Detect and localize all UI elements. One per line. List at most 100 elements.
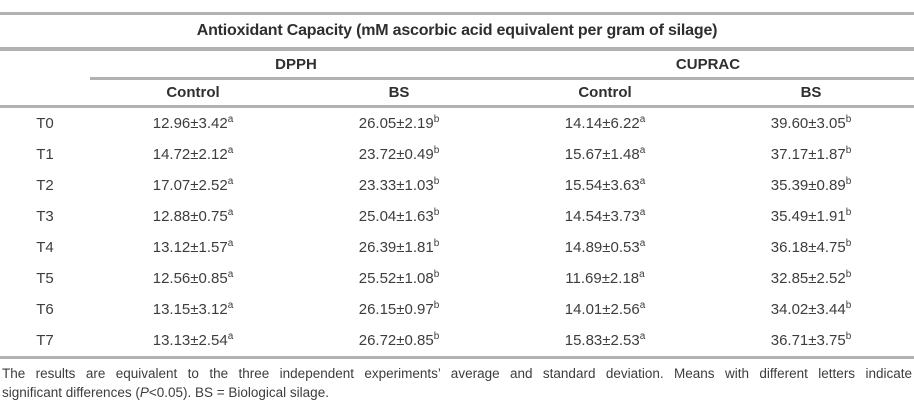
cell-superscript: b — [845, 238, 852, 249]
group-header-row: DPPH CUPRAC — [0, 51, 914, 77]
column-header-dpph-bs: BS — [388, 84, 410, 101]
cell-value: 13.12±1.57 — [152, 239, 228, 256]
cell-value: 13.13±2.54 — [152, 332, 228, 349]
cell-superscript: a — [227, 207, 234, 218]
cell-value: 11.69±2.18 — [565, 270, 640, 287]
cell-value: 23.33±1.03 — [358, 177, 434, 194]
cell-value: 35.49±1.91 — [770, 208, 846, 225]
data-cell: 32.85±2.52b — [708, 270, 914, 288]
row-label: T6 — [36, 301, 54, 318]
footnote-text: <0.05). BS = Biological silage. — [148, 385, 329, 400]
cell-superscript: b — [845, 207, 852, 218]
cell-value: 14.54±3.73 — [564, 208, 640, 225]
data-cell: 13.13±2.54a — [90, 332, 296, 350]
data-cell: 26.15±0.97b — [296, 301, 502, 319]
cell-value: 26.39±1.81 — [358, 239, 434, 256]
row-label: T1 — [36, 146, 54, 163]
table-row-t4: T4 13.12±1.57a 26.39±1.81b 14.89±0.53a 3… — [0, 232, 914, 263]
table-row-t3: T3 12.88±0.75a 25.04±1.63b 14.54±3.73a 3… — [0, 201, 914, 232]
data-cell: 23.72±0.49b — [296, 145, 502, 164]
table-row-t1: T1 14.72±2.12a 23.72±0.49b 15.67±1.48a 3… — [0, 139, 914, 170]
data-cell: 26.39±1.81b — [296, 238, 502, 257]
cell-value: 36.71±3.75 — [770, 332, 846, 349]
cell-superscript: b — [433, 238, 440, 249]
footnote-text: significant differences ( — [2, 385, 140, 400]
data-cell: 23.33±1.03b — [296, 176, 502, 195]
cell-superscript: b — [845, 331, 852, 342]
cell-value: 36.18±4.75 — [770, 239, 846, 256]
row-label: T5 — [36, 270, 54, 287]
cell-value: 25.52±1.08 — [358, 270, 434, 287]
cell-superscript: a — [639, 176, 646, 187]
data-cell: 12.96±3.42a — [90, 114, 296, 133]
cell-value: 32.85±2.52 — [770, 270, 846, 287]
cell-superscript: a — [227, 238, 234, 249]
data-cell: 26.72±0.85b — [296, 332, 502, 350]
row-label: T0 — [36, 115, 54, 132]
table-title-row: Antioxidant Capacity (mM ascorbic acid e… — [0, 15, 914, 47]
cell-value: 26.72±0.85 — [358, 332, 434, 349]
data-cell: 14.72±2.12a — [90, 145, 296, 164]
data-cell: 25.52±1.08b — [296, 269, 502, 288]
cell-value: 12.88±0.75 — [152, 208, 228, 225]
cell-superscript: b — [845, 114, 852, 125]
column-header-dpph-control: Control — [166, 84, 220, 101]
cell-superscript: a — [639, 331, 646, 342]
cell-value: 25.04±1.63 — [358, 208, 434, 225]
data-cell: 12.56±0.85a — [90, 270, 296, 288]
cell-value: 12.96±3.42 — [152, 115, 228, 132]
cell-value: 14.89±0.53 — [564, 239, 640, 256]
data-cell: 14.89±0.53a — [502, 239, 708, 257]
cell-value: 39.60±3.05 — [770, 115, 846, 132]
data-cell: 13.12±1.57a — [90, 238, 296, 257]
cell-superscript: b — [845, 176, 852, 187]
row-label: T3 — [36, 208, 54, 225]
table-row-t0: T0 12.96±3.42a 26.05±2.19b 14.14±6.22a 3… — [0, 108, 914, 139]
table-title: Antioxidant Capacity (mM ascorbic acid e… — [196, 22, 718, 39]
cell-superscript: a — [639, 145, 646, 156]
cell-superscript: a — [639, 300, 646, 311]
cell-value: 14.14±6.22 — [564, 115, 640, 132]
footnote-line-1: The results are equivalent to the three … — [2, 366, 912, 381]
rule-top — [0, 12, 914, 15]
cell-value: 35.39±0.89 — [770, 177, 846, 194]
cell-value: 14.72±2.12 — [152, 146, 228, 163]
cell-superscript: b — [433, 114, 440, 125]
cell-superscript: a — [639, 114, 646, 125]
rule-under-column-headers — [0, 105, 914, 108]
rule-bottom — [0, 356, 914, 359]
cell-superscript: b — [845, 145, 852, 156]
cell-superscript: a — [639, 269, 645, 280]
footnote-line-2: significant differences (P<0.05). BS = B… — [2, 383, 912, 402]
cell-superscript: b — [433, 176, 440, 187]
data-cell: 37.17±1.87b — [708, 145, 914, 164]
cell-value: 13.15±3.12 — [152, 301, 228, 318]
column-header-cuprac-control: Control — [578, 84, 632, 101]
cell-value: 12.56±0.85 — [152, 270, 228, 287]
row-label: T2 — [36, 177, 54, 194]
cell-superscript: b — [433, 269, 440, 280]
cell-value: 15.83±2.53 — [564, 332, 640, 349]
rule-under-title — [0, 47, 914, 51]
cell-value: 23.72±0.49 — [358, 146, 434, 163]
cell-value: 26.05±2.19 — [358, 115, 434, 132]
cell-value: 14.01±2.56 — [564, 301, 640, 318]
data-cell: 15.54±3.63a — [502, 176, 708, 195]
cell-value: 17.07±2.52 — [152, 177, 228, 194]
cell-superscript: b — [433, 207, 440, 218]
data-cell: 17.07±2.52a — [90, 177, 296, 195]
data-cell: 12.88±0.75a — [90, 207, 296, 226]
cell-superscript: b — [845, 300, 852, 311]
cell-superscript: a — [227, 114, 234, 125]
table-footnote: The results are equivalent to the three … — [0, 364, 914, 402]
cell-superscript: a — [639, 207, 646, 218]
data-cell: 35.39±0.89b — [708, 176, 914, 195]
table-row-t2: T2 17.07±2.52a 23.33±1.03b 15.54±3.63a 3… — [0, 170, 914, 201]
data-cell: 36.71±3.75b — [708, 331, 914, 350]
data-cell: 39.60±3.05b — [708, 114, 914, 133]
data-cell: 14.14±6.22a — [502, 114, 708, 133]
cell-superscript: b — [433, 145, 440, 156]
cell-superscript: a — [227, 145, 234, 156]
column-header-row: Control BS Control BS — [0, 80, 914, 105]
data-cell: 15.67±1.48a — [502, 145, 708, 164]
